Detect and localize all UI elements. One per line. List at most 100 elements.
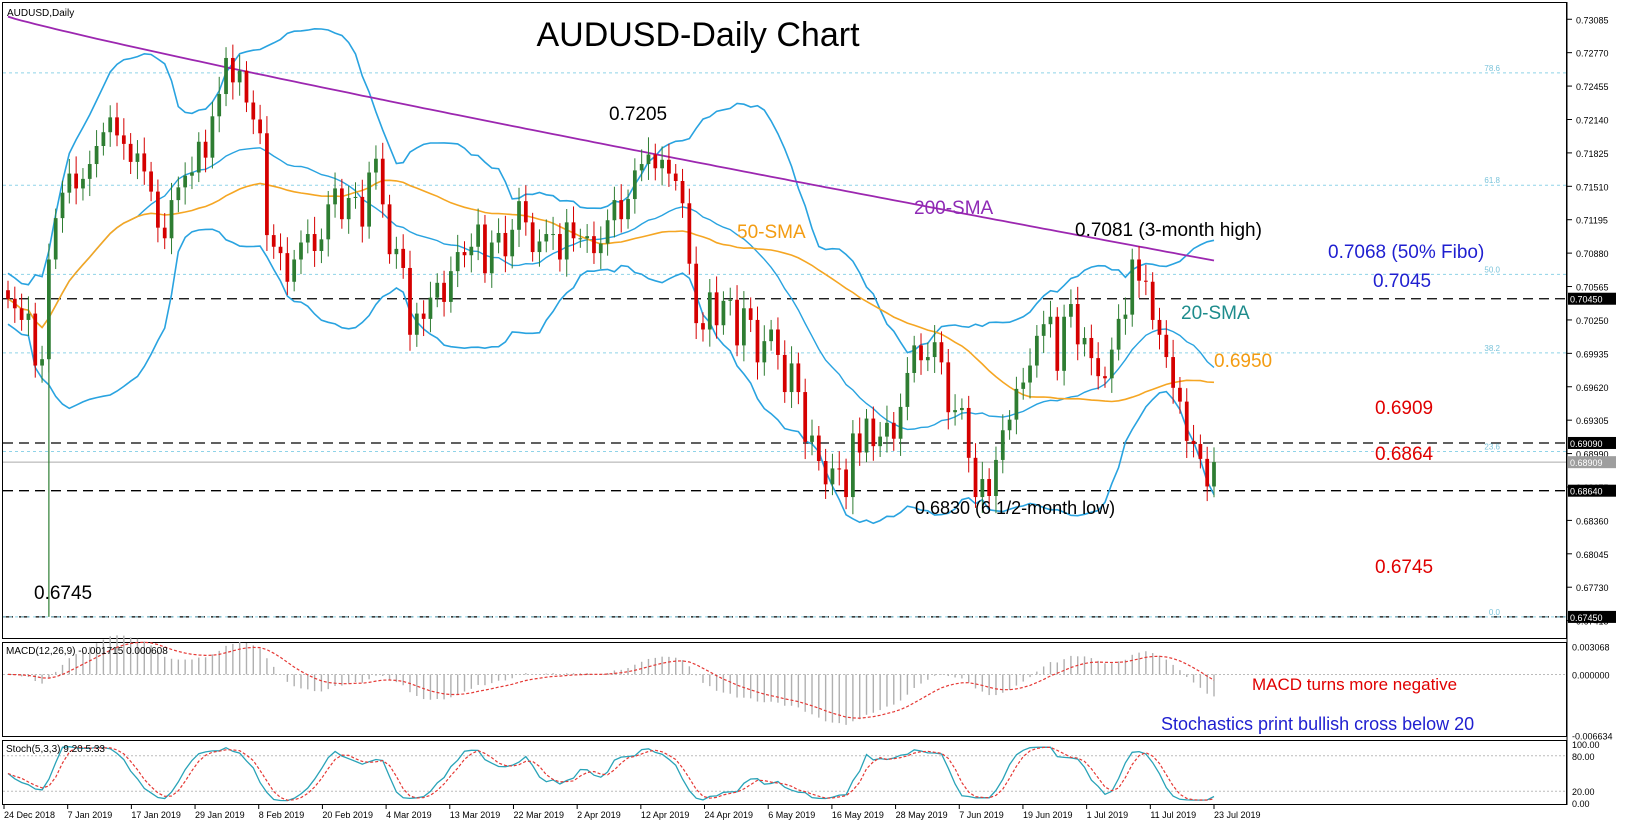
candle-body xyxy=(816,435,821,461)
candle-body xyxy=(626,199,630,220)
candle-body xyxy=(435,282,440,298)
candle-body xyxy=(387,204,392,255)
candle-body xyxy=(619,200,624,220)
candle-body xyxy=(408,267,412,335)
date-tick-label: 23 Jul 2019 xyxy=(1214,810,1261,820)
symbol-label: AUDUSD,Daily xyxy=(7,8,74,19)
candle-body xyxy=(735,299,739,346)
stoch-panel-frame xyxy=(2,740,1567,805)
price-tick-label: 0.68360 xyxy=(1576,516,1609,526)
candle-body xyxy=(156,191,160,228)
candle-body xyxy=(517,201,521,230)
macd-indicator: 0.003068 0.000000 -0.006634 xyxy=(3,635,1613,741)
candle-body xyxy=(1205,458,1210,487)
date-tick-label: 28 May 2019 xyxy=(896,810,948,820)
macd-axis-label: -0.006634 xyxy=(1572,731,1613,741)
level-price-tag-text: 0.68640 xyxy=(1570,487,1603,497)
candle-body xyxy=(1028,365,1032,383)
candle-body xyxy=(612,200,617,221)
annotation-high-0-7205: 0.7205 xyxy=(609,104,667,125)
chart-title: AUDUSD-Daily Chart xyxy=(536,16,860,54)
annotation-macd: MACD turns more negative xyxy=(1252,675,1457,694)
stoch-axis-label: 0.00 xyxy=(1572,799,1590,809)
macd-axis-label: 0.000000 xyxy=(1572,670,1610,680)
candle-body xyxy=(26,313,31,320)
candle-body xyxy=(237,70,242,83)
candle-body xyxy=(1212,462,1216,487)
candle-body xyxy=(74,173,79,189)
date-tick-label: 2 Apr 2019 xyxy=(577,810,621,820)
date-tick-label: 7 Jun 2019 xyxy=(959,810,1004,820)
candle-body xyxy=(1130,259,1135,315)
date-tick-label: 19 Jun 2019 xyxy=(1023,810,1073,820)
sma200-line xyxy=(7,15,1215,262)
candle-body xyxy=(108,117,113,133)
candle-body xyxy=(394,248,399,255)
candle-body xyxy=(1014,388,1019,420)
price-tick-label: 0.68990 xyxy=(1576,450,1609,460)
candle-body xyxy=(53,218,58,260)
candle-body xyxy=(244,70,249,103)
annotation-low-0-6745: 0.6745 xyxy=(34,583,92,604)
price-tick-label: 0.70565 xyxy=(1576,283,1609,293)
price-tick-label: 0.68045 xyxy=(1576,550,1609,560)
candle-body xyxy=(898,406,903,439)
candle-body xyxy=(374,158,378,173)
date-tick-label: 24 Dec 2018 xyxy=(4,810,55,820)
candle-body xyxy=(721,300,726,326)
price-tick-label: 0.69620 xyxy=(1576,383,1609,393)
candle-body xyxy=(121,135,126,144)
price-axis: 0.73085 0.72770 0.72455 0.72140 0.71825 0.715… xyxy=(1567,15,1616,627)
candle-body xyxy=(94,146,99,165)
fib-level-label: 38.2 xyxy=(1484,344,1500,353)
price-tick-label: 0.67730 xyxy=(1576,583,1609,593)
annotation-0-6745-right: 0.6745 xyxy=(1375,557,1433,578)
candle-body xyxy=(299,242,303,260)
candle-body xyxy=(442,282,446,302)
candle-body xyxy=(510,229,515,257)
main-panel-frame xyxy=(2,2,1567,639)
candle-body xyxy=(1137,259,1141,281)
candle-body xyxy=(203,141,208,158)
fib-level-label: 0.0 xyxy=(1489,608,1501,617)
price-tick-label: 0.70880 xyxy=(1576,249,1609,259)
candle-body xyxy=(190,172,194,176)
candle-body xyxy=(844,469,848,498)
candle-body xyxy=(789,363,794,393)
candle-body xyxy=(1082,337,1087,345)
candle-body xyxy=(1069,304,1073,317)
candle-body xyxy=(823,461,828,485)
candle-body xyxy=(87,164,92,179)
candle-body xyxy=(1143,280,1148,282)
date-tick-label: 11 Jul 2019 xyxy=(1150,810,1196,820)
stoch-panel-title: Stoch(5,3,3) 9.20 5.33 xyxy=(6,744,105,755)
candle-body xyxy=(673,173,678,181)
candle-body xyxy=(414,313,419,335)
candle-body xyxy=(489,242,494,274)
candle-body xyxy=(380,158,385,205)
candle-body xyxy=(1096,358,1101,377)
candle-body xyxy=(183,175,188,188)
candle-body xyxy=(851,433,855,498)
candle-body xyxy=(449,271,453,302)
candle-body xyxy=(523,201,528,223)
fib-level-label: 78.6 xyxy=(1484,64,1500,73)
candle-body xyxy=(1171,357,1175,388)
date-tick-label: 13 Mar 2019 xyxy=(450,810,501,820)
candle-body xyxy=(128,143,133,162)
fib-level-label: 23.6 xyxy=(1484,442,1500,451)
date-axis: 24 Dec 2018 7 Jan 2019 17 Jan 2019 29 Jan 2… xyxy=(3,805,1261,820)
candle-body xyxy=(680,181,685,204)
candle-body xyxy=(830,468,835,485)
candle-body xyxy=(762,341,767,363)
candle-body xyxy=(667,159,671,174)
candle-body xyxy=(537,241,542,253)
candle-body xyxy=(12,298,17,309)
candle-body xyxy=(346,197,351,220)
candle-body xyxy=(796,363,801,393)
candle-body xyxy=(353,196,358,198)
candle-body xyxy=(919,345,923,361)
candle-body xyxy=(653,154,658,169)
candle-body xyxy=(891,422,896,439)
candle-body xyxy=(987,479,992,496)
